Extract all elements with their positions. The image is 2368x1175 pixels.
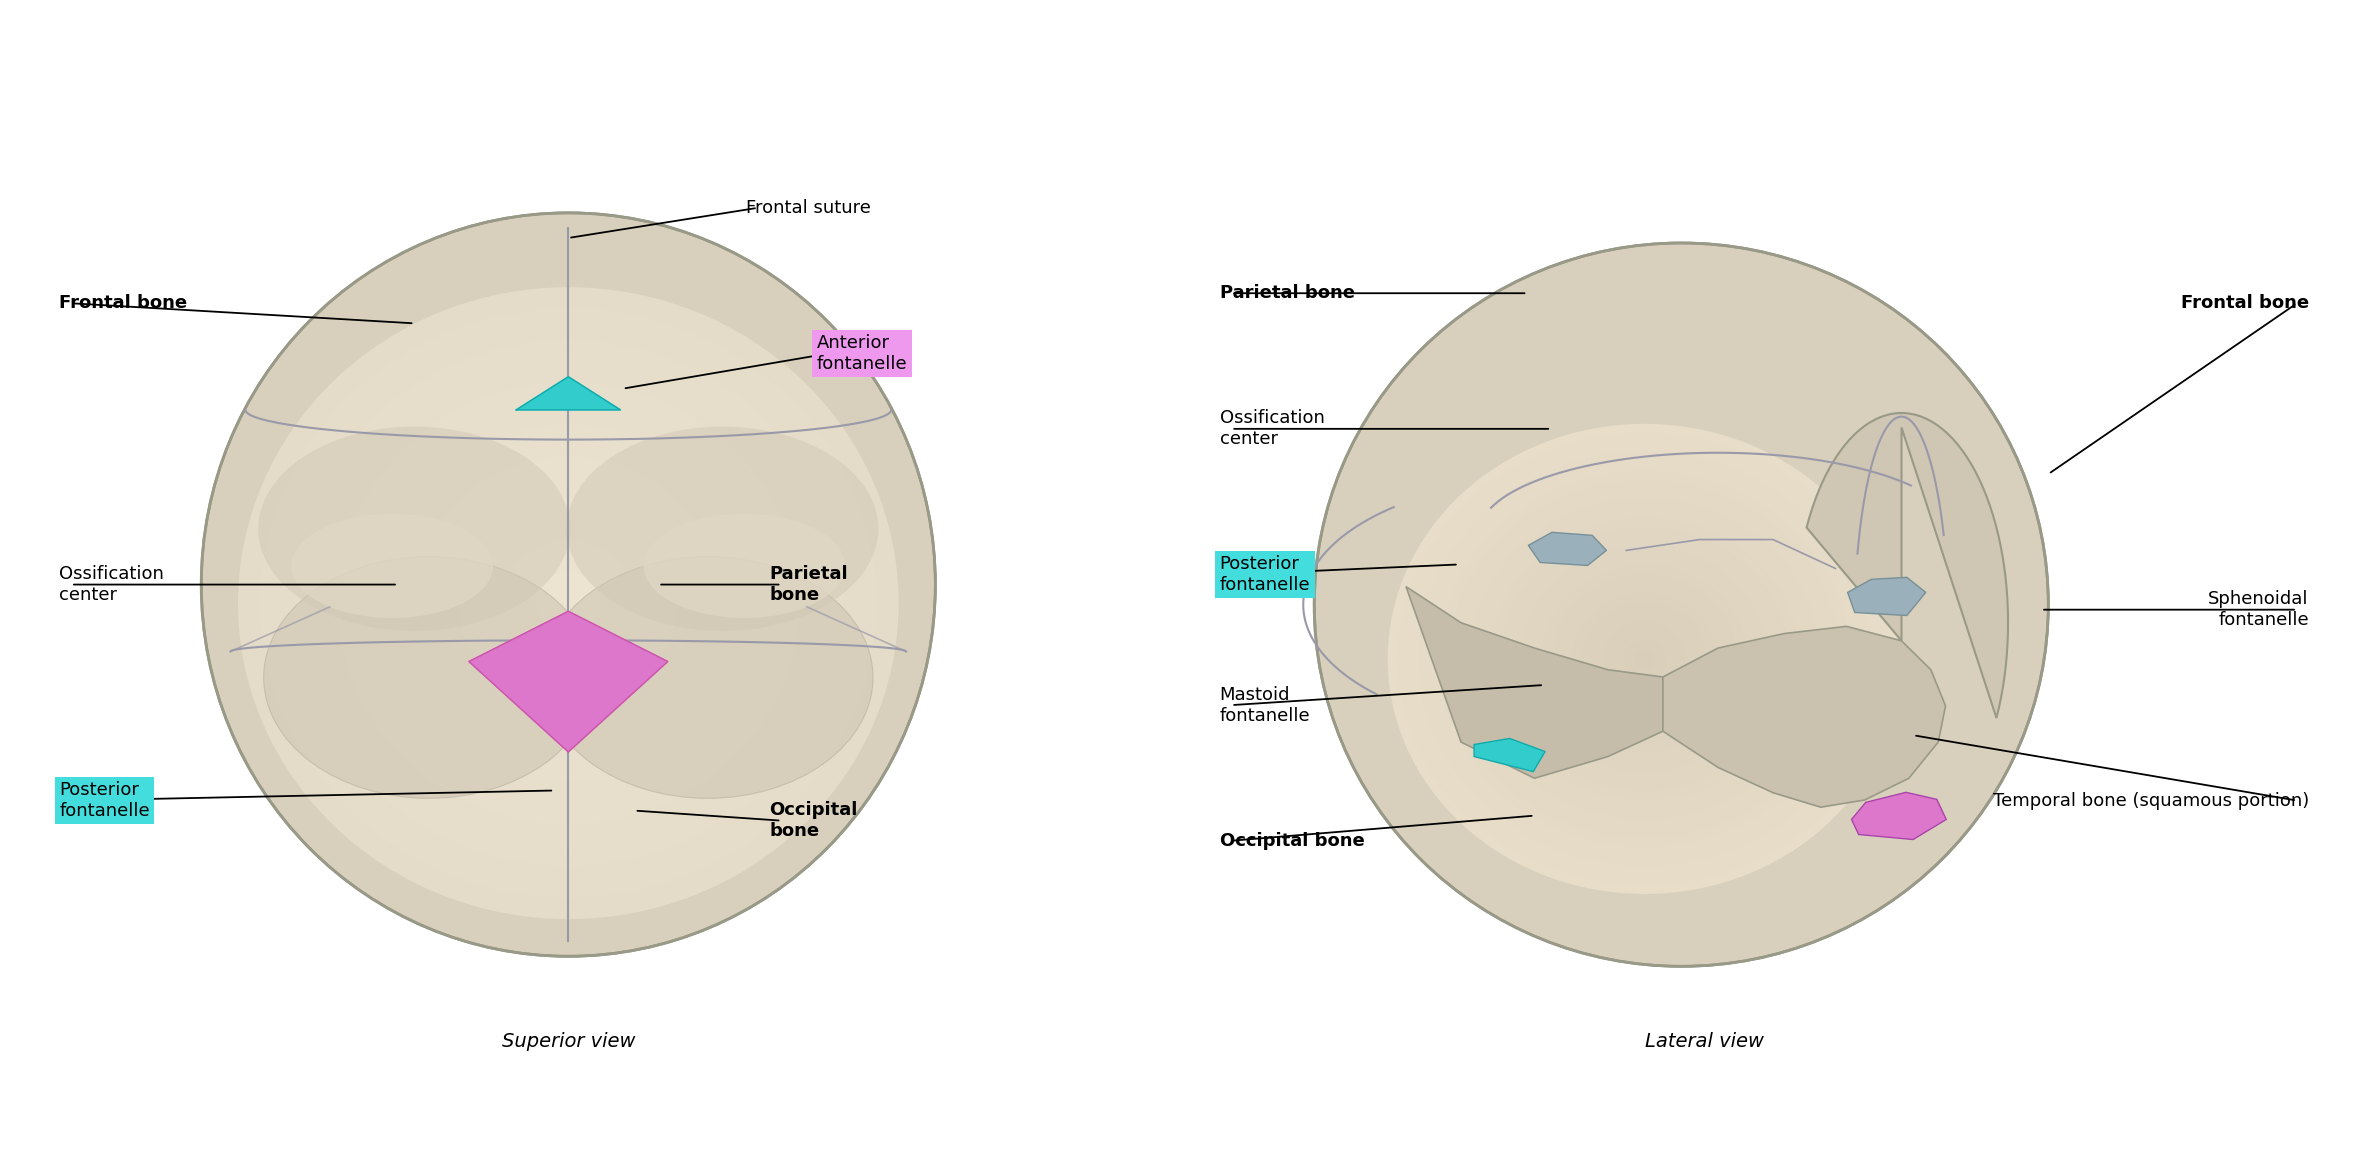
- Text: Ossification
center: Ossification center: [1220, 409, 1324, 448]
- Ellipse shape: [291, 513, 493, 618]
- Ellipse shape: [514, 551, 623, 656]
- Ellipse shape: [369, 414, 767, 793]
- Ellipse shape: [1459, 490, 1830, 828]
- Ellipse shape: [490, 530, 646, 677]
- Ellipse shape: [1397, 434, 1892, 885]
- Polygon shape: [1847, 577, 1925, 616]
- Ellipse shape: [1409, 443, 1880, 875]
- Ellipse shape: [1634, 650, 1655, 669]
- Polygon shape: [1473, 738, 1544, 772]
- Polygon shape: [1527, 532, 1606, 565]
- Ellipse shape: [459, 498, 677, 709]
- Ellipse shape: [201, 213, 935, 956]
- Ellipse shape: [1603, 622, 1686, 697]
- Ellipse shape: [1551, 575, 1738, 744]
- Ellipse shape: [1428, 462, 1861, 857]
- Ellipse shape: [523, 560, 613, 645]
- Ellipse shape: [403, 445, 734, 761]
- Ellipse shape: [348, 392, 789, 814]
- Ellipse shape: [502, 540, 635, 666]
- Ellipse shape: [282, 329, 855, 877]
- Ellipse shape: [535, 571, 601, 634]
- Ellipse shape: [1582, 603, 1707, 716]
- Ellipse shape: [1563, 584, 1726, 734]
- Ellipse shape: [1572, 593, 1717, 725]
- Ellipse shape: [263, 557, 594, 798]
- Ellipse shape: [1449, 481, 1840, 838]
- Text: Lateral view: Lateral view: [1646, 1032, 1764, 1052]
- Ellipse shape: [1418, 452, 1871, 866]
- Ellipse shape: [556, 592, 580, 613]
- Ellipse shape: [448, 488, 689, 719]
- Text: Frontal suture: Frontal suture: [746, 199, 871, 217]
- Text: Frontal bone: Frontal bone: [2181, 294, 2309, 313]
- Text: Mastoid
fontanelle: Mastoid fontanelle: [1220, 686, 1310, 725]
- Ellipse shape: [360, 403, 777, 804]
- Ellipse shape: [414, 456, 722, 751]
- Ellipse shape: [1489, 518, 1800, 800]
- Text: Anterior
fontanelle: Anterior fontanelle: [817, 334, 907, 372]
- Ellipse shape: [1511, 537, 1778, 781]
- Ellipse shape: [436, 477, 701, 730]
- Ellipse shape: [315, 361, 822, 845]
- Text: Temporal bone (squamous portion): Temporal bone (squamous portion): [1991, 792, 2309, 810]
- Ellipse shape: [260, 308, 876, 898]
- Text: Occipital
bone: Occipital bone: [770, 801, 857, 840]
- Text: Occipital bone: Occipital bone: [1220, 832, 1364, 850]
- Ellipse shape: [644, 513, 845, 618]
- Ellipse shape: [303, 350, 834, 855]
- Ellipse shape: [426, 466, 710, 740]
- Ellipse shape: [258, 427, 571, 631]
- Ellipse shape: [249, 297, 888, 908]
- Text: Frontal bone: Frontal bone: [59, 294, 187, 313]
- Ellipse shape: [1542, 565, 1748, 753]
- Ellipse shape: [1314, 243, 2048, 966]
- Text: Posterior
fontanelle: Posterior fontanelle: [59, 781, 149, 820]
- Ellipse shape: [1624, 640, 1665, 678]
- Ellipse shape: [336, 382, 800, 825]
- Ellipse shape: [1501, 528, 1788, 791]
- Ellipse shape: [1440, 471, 1849, 847]
- Polygon shape: [1807, 412, 2008, 718]
- Text: Sphenoidal
fontanelle: Sphenoidal fontanelle: [2209, 590, 2309, 629]
- Ellipse shape: [1480, 509, 1809, 810]
- Ellipse shape: [393, 435, 744, 772]
- Text: Posterior
fontanelle: Posterior fontanelle: [1220, 555, 1310, 593]
- Ellipse shape: [1532, 556, 1757, 763]
- Ellipse shape: [469, 509, 668, 698]
- Ellipse shape: [1471, 499, 1819, 819]
- Ellipse shape: [481, 519, 656, 687]
- Ellipse shape: [547, 582, 590, 624]
- Ellipse shape: [381, 424, 755, 783]
- Ellipse shape: [566, 427, 879, 631]
- Polygon shape: [1852, 792, 1946, 839]
- Ellipse shape: [1594, 612, 1695, 706]
- Ellipse shape: [327, 371, 810, 835]
- Text: Parietal
bone: Parietal bone: [770, 565, 848, 604]
- Polygon shape: [516, 377, 620, 410]
- Polygon shape: [1407, 586, 1662, 778]
- Text: Parietal bone: Parietal bone: [1220, 284, 1354, 302]
- Ellipse shape: [1520, 546, 1769, 772]
- Ellipse shape: [294, 340, 843, 866]
- Polygon shape: [469, 611, 668, 752]
- Ellipse shape: [1613, 631, 1677, 687]
- Ellipse shape: [270, 318, 867, 887]
- Ellipse shape: [1388, 424, 1902, 894]
- Ellipse shape: [237, 287, 900, 919]
- Text: Superior view: Superior view: [502, 1032, 635, 1052]
- Text: Ossification
center: Ossification center: [59, 565, 163, 604]
- Ellipse shape: [542, 557, 874, 798]
- Polygon shape: [1662, 626, 1946, 807]
